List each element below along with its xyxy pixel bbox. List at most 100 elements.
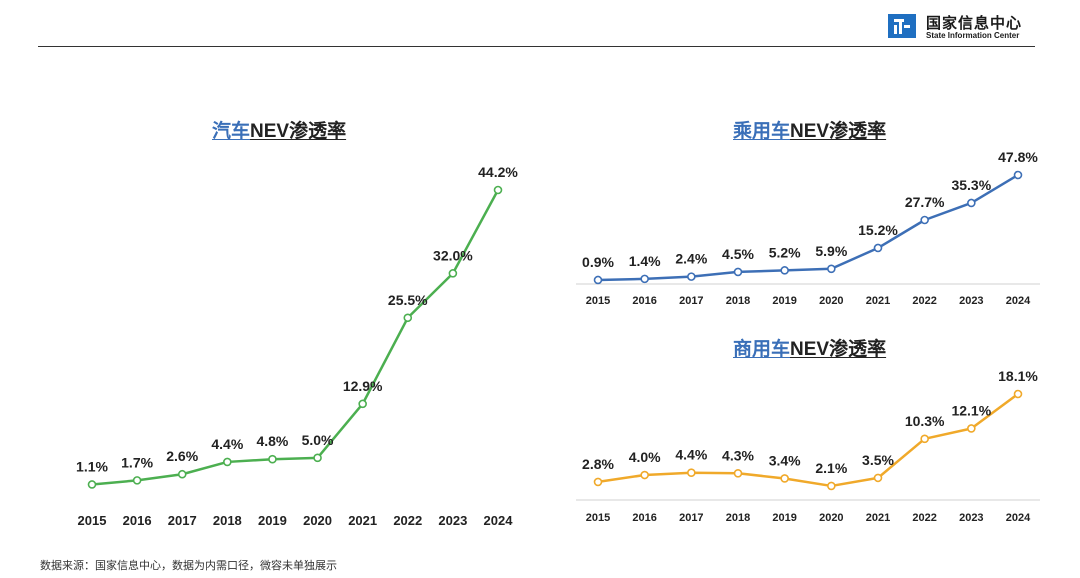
x-tick-label: 2023 — [959, 295, 983, 307]
x-tick-label: 2016 — [123, 513, 152, 528]
data-point — [873, 473, 883, 483]
data-label: 1.4% — [629, 253, 661, 269]
data-label: 25.5% — [388, 292, 428, 308]
data-label: 2.4% — [675, 251, 707, 267]
data-label: 2.6% — [166, 448, 198, 464]
data-point — [177, 469, 187, 479]
data-point — [873, 243, 883, 253]
x-tick-label: 2019 — [772, 512, 796, 524]
data-point — [403, 313, 413, 323]
data-point — [967, 424, 976, 433]
x-tick-label: 2022 — [912, 512, 936, 524]
data-point — [268, 454, 277, 464]
chart-title-commercial-rest: NEV渗透率 — [790, 339, 887, 360]
data-label: 1.1% — [76, 458, 108, 474]
x-tick-label: 2017 — [168, 513, 197, 528]
data-label: 35.3% — [951, 177, 991, 193]
x-tick-label: 2018 — [213, 513, 242, 528]
x-tick-label: 2021 — [866, 295, 890, 307]
x-tick-label: 2016 — [632, 295, 656, 307]
data-label: 47.8% — [998, 149, 1038, 165]
data-label: 3.5% — [862, 452, 894, 468]
x-tick-label: 2016 — [632, 512, 656, 524]
data-label: 12.9% — [343, 378, 383, 394]
data-label: 4.4% — [675, 447, 707, 463]
x-tick-label: 2019 — [772, 295, 796, 307]
data-point — [780, 266, 789, 275]
logo: 国家信息中心 State Information Center — [888, 12, 1038, 42]
data-label: 15.2% — [858, 222, 898, 238]
data-point — [733, 267, 743, 277]
logo-chinese-name: 国家信息中心 — [926, 15, 1023, 32]
data-point — [1013, 170, 1023, 180]
data-point — [1013, 389, 1023, 399]
state-information-center-logo-icon — [888, 14, 916, 38]
chart-title-vehicle-rest: NEV渗透率 — [250, 121, 347, 142]
header-divider — [38, 46, 1035, 47]
data-point — [223, 457, 232, 467]
x-tick-label: 2018 — [726, 512, 750, 524]
x-tick-label: 2021 — [866, 512, 890, 524]
logo-english-name: State Information Center — [926, 31, 1020, 40]
data-label: 2.8% — [582, 456, 614, 472]
data-label: 4.0% — [629, 449, 661, 465]
data-point — [593, 275, 603, 285]
data-point — [593, 477, 603, 487]
data-label: 5.0% — [302, 432, 334, 448]
data-label: 4.8% — [256, 433, 288, 449]
data-point — [780, 474, 789, 483]
series-line — [91, 189, 500, 486]
data-point — [827, 264, 836, 274]
data-point — [358, 399, 367, 409]
footer-source-note: 数据来源：国家信息中心，数据为内需口径，微容未单独展示 — [40, 560, 337, 572]
x-tick-label: 2023 — [959, 512, 983, 524]
data-label: 18.1% — [998, 368, 1038, 384]
data-point — [132, 476, 142, 485]
chart-title-passenger-highlight: 乘用车 — [733, 121, 791, 142]
data-point — [313, 453, 322, 463]
x-tick-label: 2015 — [78, 513, 107, 528]
chart-title-passenger-rest: NEV渗透率 — [790, 121, 887, 142]
x-tick-label: 2019 — [258, 513, 287, 528]
data-point — [687, 272, 696, 281]
x-tick-label: 2024 — [484, 513, 514, 528]
x-tick-label: 2015 — [586, 295, 610, 307]
data-point — [733, 468, 743, 478]
x-tick-label: 2024 — [1006, 512, 1031, 524]
chart-title-vehicle-highlight: 汽车 — [212, 121, 251, 142]
x-tick-label: 2020 — [303, 513, 332, 528]
data-label: 32.0% — [433, 247, 473, 263]
data-label: 2.1% — [815, 460, 847, 476]
data-label: 3.4% — [769, 452, 801, 468]
x-tick-label: 2022 — [393, 513, 422, 528]
data-point — [687, 468, 696, 478]
x-tick-label: 2021 — [348, 513, 377, 528]
series-line — [597, 173, 1019, 282]
x-tick-label: 2023 — [438, 513, 467, 528]
chart-title-passenger: 乘用车NEV渗透率 — [733, 116, 886, 143]
data-point — [827, 481, 836, 491]
data-label: 4.4% — [211, 436, 243, 452]
series-line — [597, 392, 1019, 488]
x-tick-label: 2020 — [819, 512, 843, 524]
data-label: 12.1% — [951, 402, 991, 418]
x-tick-label: 2020 — [819, 295, 843, 307]
data-label: 5.9% — [815, 243, 847, 259]
x-tick-label: 2015 — [586, 512, 610, 524]
chart-title-commercial-highlight: 商用车 — [733, 339, 791, 360]
x-tick-label: 2024 — [1006, 295, 1031, 307]
x-tick-label: 2017 — [679, 295, 703, 307]
data-point — [920, 215, 929, 225]
data-label: 0.9% — [582, 254, 614, 270]
data-point — [493, 185, 503, 195]
data-point — [920, 434, 929, 444]
data-label: 27.7% — [905, 194, 945, 210]
data-point — [640, 274, 649, 284]
x-tick-label: 2018 — [726, 295, 750, 307]
data-label: 1.7% — [121, 454, 153, 470]
data-label: 4.5% — [722, 246, 754, 262]
data-label: 44.2% — [478, 164, 518, 180]
